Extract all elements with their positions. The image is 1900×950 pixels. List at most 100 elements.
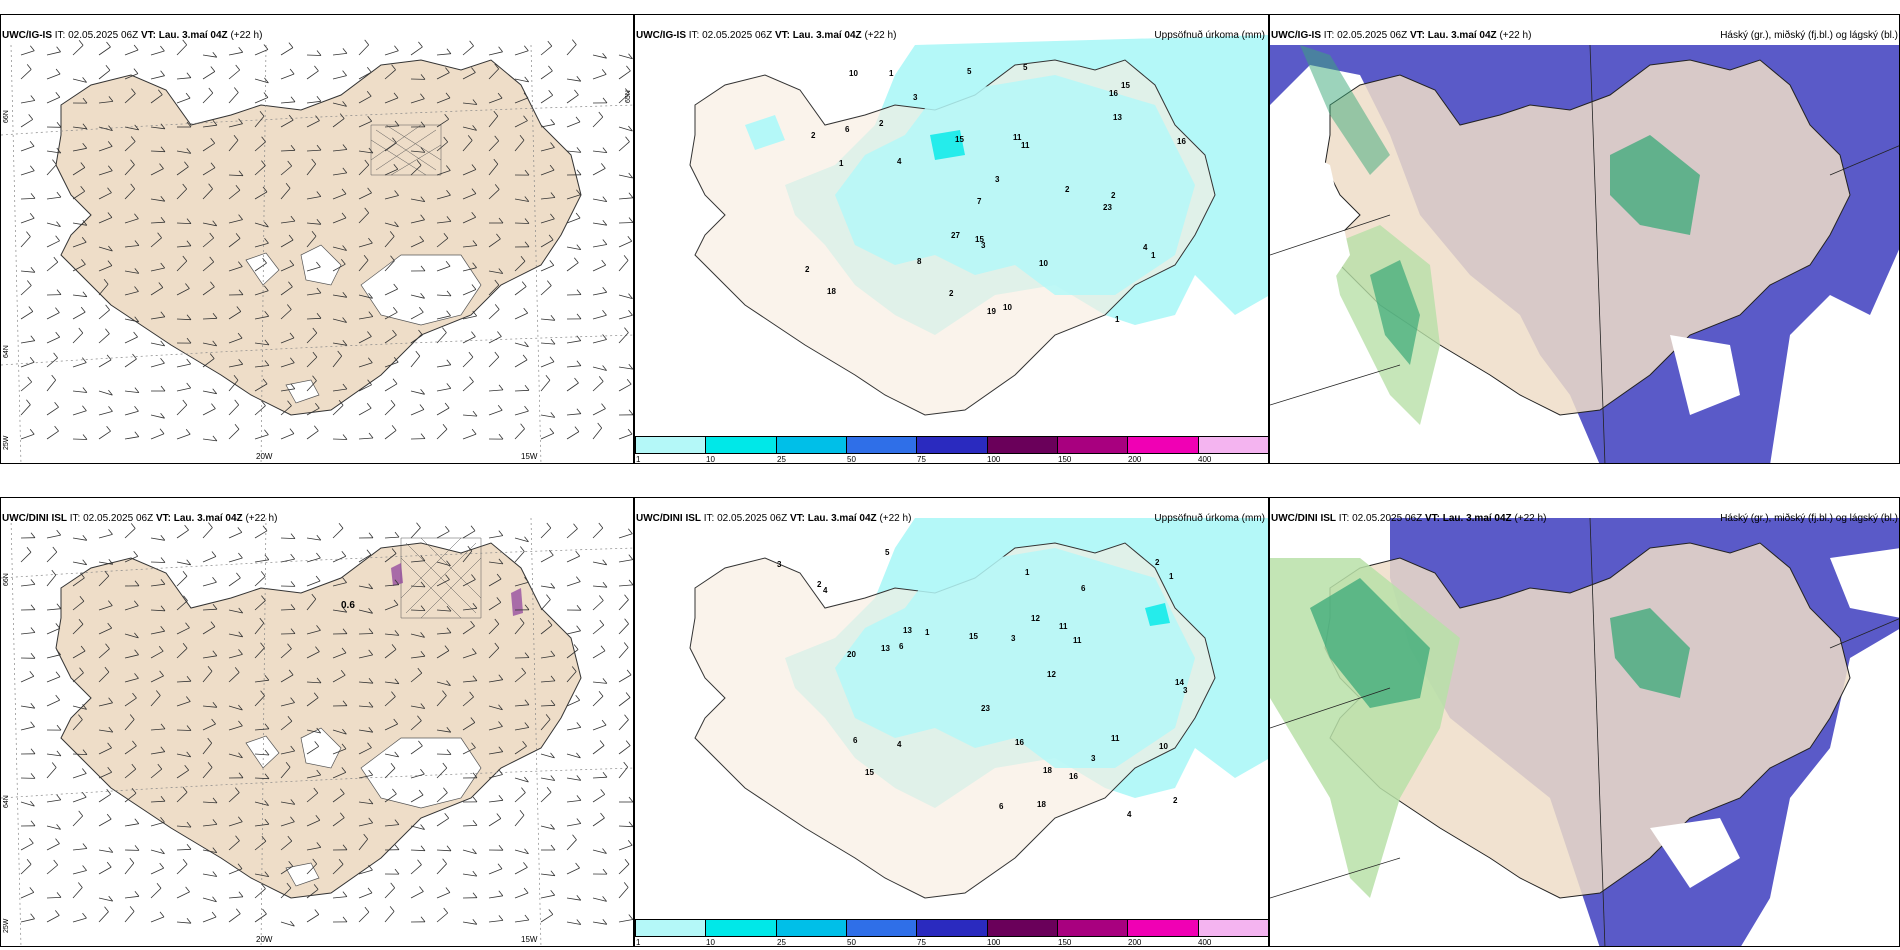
wind-barb	[280, 865, 293, 875]
wind-barb	[124, 436, 139, 440]
wind-barb-flag	[30, 335, 36, 341]
wind-barb-flag	[160, 723, 166, 730]
wind-barb-flag	[134, 891, 140, 897]
wind-barb	[72, 848, 87, 851]
wind-barb-flag	[342, 317, 347, 323]
wind-barb	[618, 383, 632, 392]
wind-barb-flag	[575, 862, 580, 869]
wind-barb-flag	[105, 65, 111, 71]
wind-barb	[358, 838, 369, 851]
wind-barb	[202, 124, 217, 128]
precip-value: 1	[1025, 568, 1030, 577]
wind-barb-flag	[342, 728, 347, 735]
wind-barb-flag	[82, 749, 88, 755]
wind-barb-flag	[134, 818, 140, 824]
wind-barb	[332, 674, 346, 683]
wind-barb-flag	[107, 260, 113, 266]
wind-barb-flag	[290, 628, 296, 634]
wind-barb	[384, 430, 397, 440]
wind-barb-flag	[550, 192, 556, 198]
wind-barb	[72, 650, 86, 659]
wind-barb-flag	[29, 357, 35, 363]
wind-barb	[202, 527, 213, 539]
wind-barb-flag	[390, 882, 396, 889]
wind-barb-flag	[470, 717, 476, 723]
wind-barb	[436, 428, 448, 440]
wind-barb	[540, 753, 555, 759]
wind-barb-flag	[598, 111, 604, 118]
wind-barb	[124, 654, 139, 659]
wind-barb-flag	[546, 594, 551, 600]
wind-barb	[410, 46, 423, 56]
wind-barb	[20, 381, 32, 392]
wind-barb-flag	[212, 576, 217, 583]
wind-barb	[254, 78, 269, 84]
wind-barb	[280, 73, 295, 80]
wind-barb-flag	[625, 740, 631, 746]
wind-barb	[46, 406, 59, 416]
wind-barb	[332, 405, 344, 416]
wind-barb	[20, 864, 32, 875]
wind-barb	[358, 407, 372, 416]
wind-barb	[514, 777, 529, 783]
wind-barb	[540, 239, 554, 248]
wind-barb-flag	[30, 702, 36, 709]
wind-barb-flag	[28, 838, 34, 844]
wind-barb-flag	[160, 605, 166, 612]
wind-barb	[202, 916, 217, 923]
wind-barb-flag	[264, 723, 270, 730]
wind-barb-flag	[29, 140, 35, 147]
wind-barb-flag	[545, 374, 551, 381]
wind-barb-flag	[182, 399, 188, 406]
wind-barb	[488, 920, 503, 923]
wind-barb-flag	[524, 241, 530, 248]
wind-barb-flag	[315, 115, 320, 121]
wind-barb	[254, 116, 265, 128]
wind-barb	[150, 94, 163, 104]
wind-barb-flag	[26, 399, 31, 405]
wind-barb	[280, 149, 296, 152]
wind-barb-flag	[264, 238, 269, 244]
wind-barb-flag	[289, 357, 295, 363]
wind-barb	[306, 863, 317, 875]
wind-barb-flag	[519, 810, 525, 816]
wind-barb	[540, 777, 555, 781]
wind-barb-flag	[576, 795, 582, 801]
colorbar-segment	[1198, 437, 1268, 453]
wind-barb	[176, 318, 192, 321]
wind-barb	[124, 768, 137, 779]
wind-barb-flag	[523, 887, 529, 894]
wind-barb-flag	[56, 529, 62, 536]
wind-barb-flag	[237, 261, 243, 267]
wind-barb	[410, 585, 426, 588]
precip-value-labels: 3431511112023141613181156612131615182311…	[777, 548, 1188, 819]
wind-barb-flag	[391, 548, 397, 554]
wind-barb	[20, 918, 35, 923]
wind-barb	[462, 680, 477, 683]
wind-barb-flag	[368, 701, 374, 708]
wind-barb	[462, 696, 474, 707]
wind-barb	[46, 51, 61, 56]
wind-barb	[254, 840, 267, 851]
wind-barb	[254, 647, 265, 659]
wind-barb	[540, 527, 552, 539]
wind-barb	[488, 726, 503, 731]
wind-barb-flag	[238, 649, 243, 655]
wind-barb-flag	[524, 776, 529, 783]
wind-barb	[358, 554, 372, 563]
header-panel-3: UWC/IG-IS IT: 02.05.2025 06Z VT: Lau. 3.…	[1271, 30, 1532, 41]
wind-barb-flag	[524, 604, 530, 611]
wind-barb-flag	[186, 148, 192, 154]
wind-barb-flag	[264, 77, 269, 84]
wind-barb	[150, 198, 165, 202]
wind-barb	[20, 801, 35, 807]
wind-barb	[462, 530, 476, 539]
wind-barb-flag	[363, 255, 369, 261]
wind-barb	[540, 792, 552, 803]
wind-barb-flag	[260, 642, 265, 649]
wind-barb	[46, 150, 61, 154]
lat-label-64n: 64N	[3, 795, 10, 808]
wind-barb-flag	[235, 835, 240, 841]
wind-barb	[384, 767, 396, 779]
wind-barb	[592, 776, 608, 779]
